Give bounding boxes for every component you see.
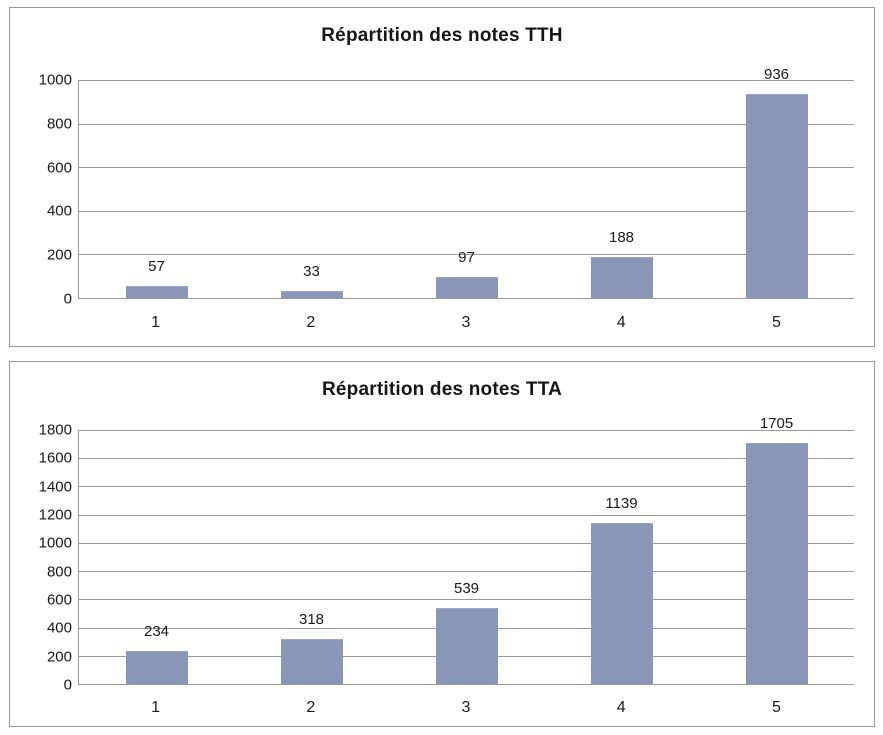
gridline xyxy=(79,167,854,169)
gridline xyxy=(79,210,854,212)
y-axis: 0 200 400 600 800 1000 1200 1400 1600 1800 xyxy=(10,422,72,694)
bar xyxy=(280,639,343,684)
y-tick-label: 1000 xyxy=(38,71,72,89)
y-tick-label: 0 xyxy=(63,676,72,694)
x-category-label: 3 xyxy=(461,699,471,716)
bar-value-label: 234 xyxy=(143,622,170,640)
bar-value-label: 936 xyxy=(763,65,790,83)
x-category-label: 1 xyxy=(151,699,161,716)
bar-value-label: 318 xyxy=(298,611,325,629)
bar-value-label: 33 xyxy=(303,262,320,280)
y-tick-label: 600 xyxy=(46,591,72,609)
bar-value-label: 57 xyxy=(148,257,165,275)
y-tick-label: 1400 xyxy=(38,478,72,496)
chart-panel-tta: Répartition des notes TTA 0 200 400 600 800 1… xyxy=(9,361,875,727)
bar-value-label: 539 xyxy=(453,579,480,597)
y-tick-label: 200 xyxy=(46,246,72,264)
y-axis: 0 200 400 600 800 1000 xyxy=(10,72,72,308)
y-tick-label: 400 xyxy=(46,202,72,220)
gridline xyxy=(79,458,854,460)
x-category-label: 5 xyxy=(771,699,781,716)
x-axis: 1 2 3 4 5 xyxy=(78,696,854,718)
x-axis: 1 2 3 4 5 xyxy=(78,311,854,333)
y-tick-label: 1600 xyxy=(38,449,72,467)
bar xyxy=(280,290,343,298)
y-tick-label: 600 xyxy=(46,159,72,177)
gridline xyxy=(79,571,854,573)
gridline xyxy=(79,430,854,431)
y-tick-label: 800 xyxy=(46,563,72,581)
x-category-label: 4 xyxy=(616,314,626,331)
bar-value-label: 1705 xyxy=(759,415,794,433)
x-category-label: 4 xyxy=(616,699,626,716)
x-category-label: 5 xyxy=(771,314,781,331)
gridline xyxy=(79,486,854,488)
bar xyxy=(125,285,188,298)
y-tick-label: 1200 xyxy=(38,506,72,524)
y-tick-label: 1800 xyxy=(38,421,72,439)
y-tick-label: 200 xyxy=(46,648,72,666)
gridline xyxy=(79,514,854,516)
plot-area: 234 318 539 1139 1705 xyxy=(78,416,854,685)
x-category-label: 2 xyxy=(306,699,316,716)
bar xyxy=(745,443,808,684)
y-tick-label: 0 xyxy=(63,290,72,308)
x-category-label: 2 xyxy=(306,314,316,331)
bar xyxy=(435,276,498,298)
bar xyxy=(590,523,653,684)
bar-value-label: 188 xyxy=(608,229,635,247)
bar-value-label: 97 xyxy=(458,248,475,266)
chart-title-tth: Répartition des notes TTH xyxy=(321,25,563,46)
bar-value-label: 1139 xyxy=(605,495,638,513)
gridline xyxy=(79,123,854,125)
gridline xyxy=(79,80,854,81)
bar xyxy=(435,607,498,684)
bar xyxy=(745,93,808,298)
chart-panel-tth: Répartition des notes TTH 0 200 400 600 800 1… xyxy=(9,7,875,347)
chart-title-tta: Répartition des notes TTA xyxy=(321,379,563,400)
y-tick-label: 800 xyxy=(46,115,72,133)
x-category-label: 3 xyxy=(461,314,471,331)
bar xyxy=(125,650,188,684)
x-category-label: 1 xyxy=(151,314,161,331)
gridline xyxy=(79,542,854,544)
plot-area: 57 33 97 188 936 xyxy=(78,67,854,299)
y-tick-label: 1000 xyxy=(38,534,72,552)
y-tick-label: 400 xyxy=(46,619,72,637)
bar xyxy=(590,257,653,298)
gridline xyxy=(79,599,854,601)
gridline xyxy=(79,254,854,256)
